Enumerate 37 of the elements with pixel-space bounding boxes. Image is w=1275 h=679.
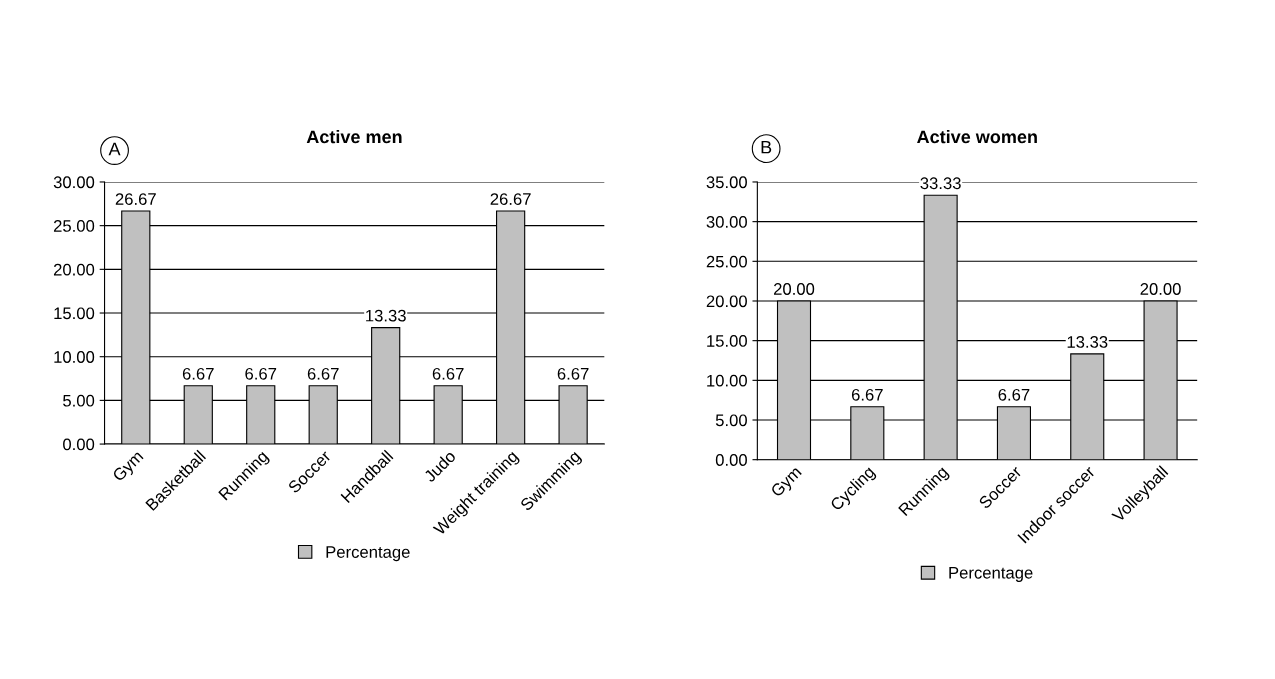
data-label: 6.67 bbox=[557, 367, 589, 380]
y-tick-label: 0.00 bbox=[63, 438, 95, 451]
data-label: 20.00 bbox=[1140, 283, 1181, 295]
y-tick-label: 30.00 bbox=[706, 216, 747, 228]
y-tick-label: 0.00 bbox=[715, 454, 747, 466]
data-label: 6.67 bbox=[432, 367, 464, 380]
data-label: 33.33 bbox=[920, 177, 961, 190]
data-label: 13.33 bbox=[1067, 336, 1108, 348]
y-tick-label: 15.00 bbox=[707, 335, 747, 347]
data-label: 13.33 bbox=[366, 309, 406, 322]
data-label: 26.67 bbox=[115, 193, 156, 205]
text: B bbox=[761, 140, 772, 154]
y-tick-label: 30.00 bbox=[53, 176, 95, 189]
y-tick-label: 5.00 bbox=[63, 394, 95, 407]
data-label: 6.67 bbox=[851, 388, 883, 401]
y-tick-label: 5.00 bbox=[715, 414, 747, 427]
y-tick-label: 15.00 bbox=[54, 307, 95, 320]
y-tick-label: 10.00 bbox=[54, 351, 95, 363]
data-label: 26.67 bbox=[490, 193, 531, 205]
y-tick-label: 20.00 bbox=[706, 295, 747, 308]
y-tick-label: 20.00 bbox=[53, 263, 95, 276]
chart-title: Active men bbox=[306, 130, 402, 144]
y-tick-label: 25.00 bbox=[53, 220, 95, 232]
x-tick-label: Gym bbox=[770, 465, 805, 500]
data-label: 6.67 bbox=[307, 367, 339, 380]
data-label: 6.67 bbox=[998, 388, 1030, 401]
text: A bbox=[108, 142, 121, 156]
y-tick-label: 35.00 bbox=[706, 176, 747, 189]
y-tick-label: 25.00 bbox=[706, 255, 747, 268]
data-label: 20.00 bbox=[773, 283, 815, 295]
x-tick-label: Gym bbox=[111, 450, 146, 485]
legend-label: Percentage bbox=[326, 546, 410, 562]
legend-label: Percentage bbox=[949, 567, 1033, 582]
y-tick-label: 10.00 bbox=[707, 374, 747, 387]
data-label: 6.67 bbox=[245, 367, 277, 380]
data-label: 6.67 bbox=[182, 367, 214, 380]
chart-title: Active women bbox=[917, 130, 1037, 144]
